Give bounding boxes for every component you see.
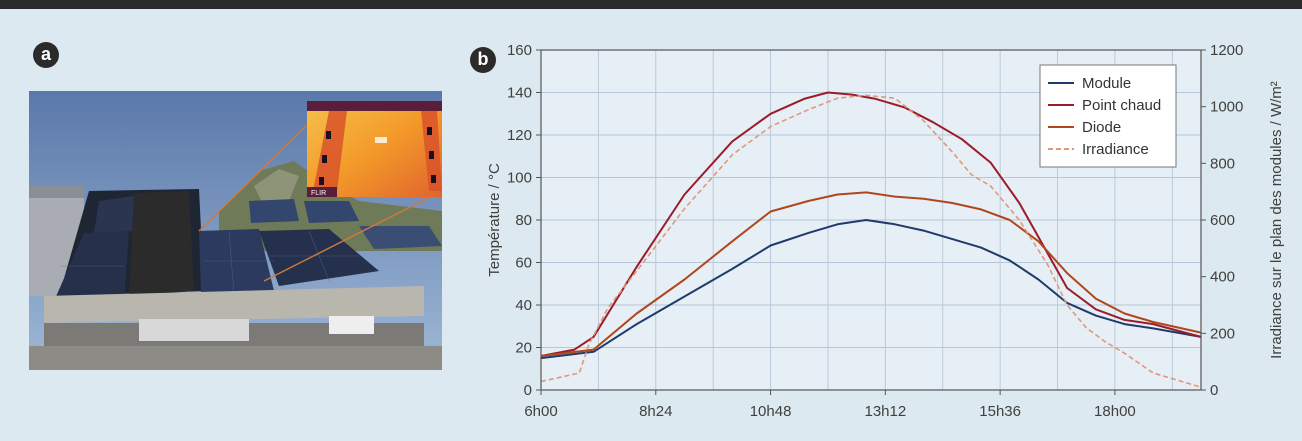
x-tick-label: 8h24 bbox=[639, 403, 672, 420]
x-tick-label: 13h12 bbox=[864, 403, 906, 420]
series-line-irradiance bbox=[540, 94, 1202, 388]
legend-label: Irradiance bbox=[1082, 141, 1149, 158]
series-line-module bbox=[540, 219, 1202, 360]
left-tick-label: 120 bbox=[507, 127, 532, 144]
legend-label: Module bbox=[1082, 75, 1131, 92]
left-tick-label: 160 bbox=[507, 42, 532, 59]
left-tick-label: 140 bbox=[507, 85, 532, 102]
solar-panel-photo-icon: FLIR bbox=[29, 91, 442, 370]
solar-panel-photo: FLIR bbox=[29, 91, 442, 370]
left-tick-label: 60 bbox=[515, 255, 532, 272]
right-tick-label: 1200 bbox=[1210, 42, 1243, 59]
panel-label-a: a bbox=[33, 42, 59, 68]
right-tick-label: 0 bbox=[1210, 382, 1218, 399]
x-tick-label: 18h00 bbox=[1094, 403, 1136, 420]
x-tick-label: 15h36 bbox=[979, 403, 1021, 420]
left-tick-label: 20 bbox=[515, 340, 532, 357]
right-tick-label: 200 bbox=[1210, 325, 1235, 342]
x-axis-ticks: 6h00 8h24 10h48 13h12 15h36 18h00 bbox=[524, 390, 1136, 420]
panel-label-b: b bbox=[470, 47, 496, 73]
chart-series bbox=[540, 91, 1202, 388]
thermal-inset-brand: FLIR bbox=[311, 190, 326, 197]
right-tick-label: 600 bbox=[1210, 212, 1235, 229]
left-axis-ticks: 0 20 40 60 80 100 120 140 160 bbox=[507, 42, 541, 399]
x-tick-label: 10h48 bbox=[750, 403, 792, 420]
legend-label: Point chaud bbox=[1082, 97, 1161, 114]
left-tick-label: 80 bbox=[515, 212, 532, 229]
right-axis-title: Irradiance sur le plan des modules / W/m… bbox=[1268, 81, 1285, 359]
series-line-diode bbox=[540, 191, 1202, 357]
top-border-bar bbox=[0, 0, 1302, 9]
right-tick-label: 400 bbox=[1210, 269, 1235, 286]
left-axis-title: Température / °C bbox=[486, 163, 503, 277]
right-tick-label: 800 bbox=[1210, 155, 1235, 172]
left-tick-label: 100 bbox=[507, 170, 532, 187]
left-tick-label: 40 bbox=[515, 297, 532, 314]
x-tick-label: 6h00 bbox=[524, 403, 557, 420]
legend-label: Diode bbox=[1082, 119, 1121, 136]
series-line-point-chaud bbox=[540, 91, 1202, 357]
left-tick-label: 0 bbox=[524, 382, 532, 399]
right-tick-label: 1000 bbox=[1210, 99, 1243, 116]
chart-legend: Module Point chaud Diode Irradiance bbox=[1039, 64, 1177, 168]
right-axis-ticks: 0 200 400 600 800 1000 1200 bbox=[1201, 42, 1243, 399]
